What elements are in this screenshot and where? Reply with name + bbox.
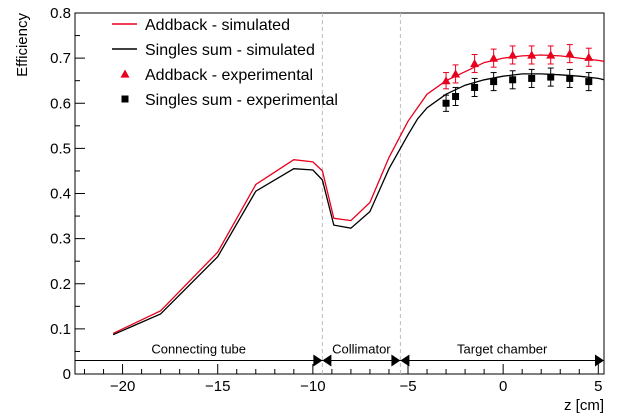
x-tick-label: −10	[300, 378, 325, 395]
y-tick-label: 0.8	[50, 5, 71, 22]
y-tick-label: 0.3	[50, 231, 71, 248]
data-point	[490, 78, 498, 86]
data-point	[547, 73, 555, 81]
y-tick-label: 0	[63, 366, 71, 383]
data-point	[508, 50, 518, 59]
legend-marker-swatch	[120, 69, 130, 78]
data-point	[584, 52, 594, 61]
data-point	[546, 50, 556, 59]
legend-label: Singles sum - simulated	[145, 42, 315, 59]
region-label: Connecting tube	[151, 341, 246, 356]
data-point	[566, 74, 574, 82]
data-point	[527, 50, 537, 59]
data-point	[565, 49, 575, 58]
data-point	[471, 83, 479, 91]
y-tick-label: 0.6	[50, 95, 71, 112]
region-label: Target chamber	[457, 341, 548, 356]
legend-label: Addback - experimental	[145, 67, 313, 84]
region-arrow-head	[595, 354, 604, 367]
plot-area: 0 0.1 0.2 0.3 0.4 0.5 0.6 0.7 0.8 −20 −15 −10 −5 0 5 Co…	[50, 5, 605, 395]
x-axis-label: z [cm]	[564, 397, 604, 414]
region-label: Collimator	[332, 341, 391, 356]
region-arrow-head	[313, 354, 323, 367]
data-point	[452, 92, 460, 100]
legend-label: Addback - simulated	[145, 17, 290, 34]
data-point	[489, 53, 499, 62]
legend: Addback - simulated Singles sum - simulat…	[112, 17, 338, 109]
x-tick-label: −5	[399, 378, 416, 395]
legend-marker-swatch	[121, 95, 129, 103]
x-tick-label: 5	[594, 378, 602, 395]
data-point	[585, 78, 593, 86]
y-tick-label: 0.2	[50, 276, 71, 293]
y-tick-label: 0.1	[50, 321, 71, 338]
data-point	[528, 74, 536, 82]
data-point	[441, 76, 451, 85]
series-line	[112, 73, 605, 336]
x-tick-label: −20	[110, 378, 135, 395]
region-arrow-head	[400, 354, 410, 367]
region-arrow-head	[322, 354, 332, 367]
y-tick-label: 0.7	[50, 50, 71, 67]
data-point	[451, 69, 461, 78]
region-arrow-head	[391, 354, 401, 367]
legend-label: Singles sum - experimental	[145, 92, 338, 109]
data-point	[509, 76, 517, 84]
x-tick-label: −15	[205, 378, 230, 395]
data-point	[470, 59, 480, 68]
series-line	[112, 54, 605, 334]
y-tick-label: 0.4	[50, 186, 71, 203]
y-tick-label: 0.5	[50, 140, 71, 157]
x-tick-label: 0	[499, 378, 507, 395]
data-point	[442, 99, 450, 107]
y-axis-label: Efficiency	[14, 13, 31, 77]
